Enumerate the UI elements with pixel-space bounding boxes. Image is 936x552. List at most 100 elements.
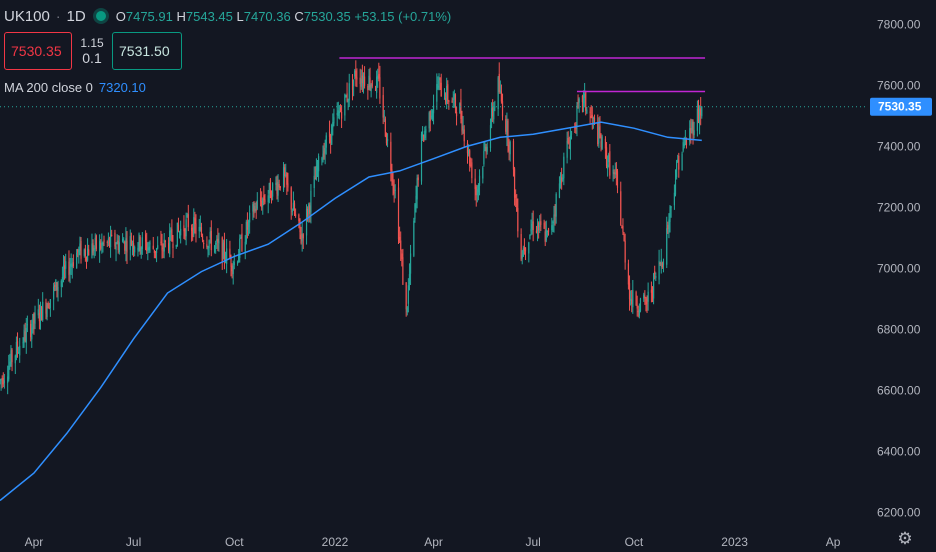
candle-body (661, 263, 663, 268)
candle-body (236, 261, 239, 264)
candle-body (586, 109, 588, 114)
high-label: H (176, 8, 186, 24)
candle-body (401, 253, 403, 260)
candle-body (454, 94, 457, 109)
candle-body (371, 81, 373, 87)
candle-body (146, 241, 148, 252)
candle-body (198, 226, 200, 232)
candle-body (437, 85, 439, 88)
candle-body (86, 248, 89, 261)
candle-body (607, 164, 609, 170)
candle-body (286, 172, 288, 185)
candle-body (624, 240, 626, 263)
candle-body (620, 191, 622, 226)
candle-body (559, 175, 562, 184)
candle-body (400, 240, 402, 251)
candle-body (500, 91, 503, 102)
candle-body (651, 290, 654, 296)
candle-body (126, 240, 128, 253)
candle-body (337, 110, 339, 117)
candle-body (209, 231, 211, 238)
gear-icon[interactable]: ⚙ (897, 529, 913, 548)
candle-body (186, 215, 188, 217)
candle-body (592, 118, 594, 120)
candle-body (84, 249, 86, 256)
candle-body (201, 236, 204, 241)
candle-body (216, 239, 218, 242)
candle-body (348, 83, 350, 101)
candle-body (269, 179, 272, 198)
ma-legend[interactable]: MA 200 close 0 7320.10 (4, 80, 146, 95)
candle-body (194, 218, 196, 225)
last-price-tag (870, 97, 932, 116)
candle-body (339, 108, 342, 112)
candle-body (42, 301, 44, 321)
candle-body (684, 139, 686, 145)
candle-body (322, 153, 324, 163)
candle-body (298, 214, 300, 222)
sell-button[interactable]: 7530.35 (4, 32, 72, 70)
candle-body (574, 127, 576, 129)
candle-body (244, 241, 246, 252)
candle-body (613, 172, 615, 175)
interval-label[interactable]: 1D (66, 7, 86, 25)
candle-body (507, 120, 509, 146)
ma-200-layer (0, 121, 702, 502)
candle-body (551, 225, 553, 231)
candle-body (300, 234, 302, 244)
candle-body (498, 73, 500, 93)
candle-body (539, 221, 541, 228)
candle-body (417, 177, 419, 181)
candle-body (616, 171, 619, 188)
candle-body (55, 279, 57, 291)
candle-body (378, 73, 380, 79)
candle-body (287, 183, 289, 188)
y-tick-label: 7400.00 (877, 139, 921, 153)
symbol-name[interactable]: UK100 (4, 7, 50, 25)
candle-body (328, 131, 331, 137)
candle-body (515, 195, 517, 198)
candle-body (175, 244, 177, 247)
candle-body (547, 228, 550, 233)
ma-value: 7320.10 (98, 80, 146, 95)
candle-body (199, 226, 201, 231)
candle-body (432, 105, 435, 114)
candle-body (356, 77, 358, 80)
candle-body (63, 265, 66, 270)
candle-body (543, 222, 545, 229)
candle-body (0, 379, 2, 381)
candle-body (509, 141, 511, 155)
candle-body (93, 247, 95, 251)
candle-body (69, 266, 71, 275)
live-status-dot (95, 11, 106, 21)
candle-body (621, 226, 623, 229)
candle-body (615, 169, 617, 175)
candle-body (609, 151, 611, 176)
candle-body (310, 190, 312, 213)
y-tick-label: 6800.00 (877, 323, 921, 337)
candle-body (70, 263, 72, 267)
candle-body (696, 108, 698, 131)
candle-body (224, 260, 227, 262)
candle-body (92, 243, 94, 253)
candle-body (221, 237, 223, 263)
candle-body (137, 247, 139, 251)
candle-body (430, 115, 432, 118)
candle-body (368, 75, 370, 90)
candle-body (363, 76, 366, 86)
candle-body (115, 246, 117, 250)
candle-body (37, 309, 39, 316)
candle-body (489, 125, 492, 148)
candle-body (172, 243, 174, 248)
candle-body (117, 240, 119, 251)
candle-body (78, 249, 80, 256)
candle-body (528, 242, 530, 254)
candle-body (486, 146, 488, 152)
buy-button[interactable]: 7531.50 (112, 32, 182, 70)
candle-body (217, 238, 219, 243)
candle-body (290, 187, 292, 210)
candlestick-series (0, 60, 703, 395)
candle-body (604, 138, 607, 149)
candle-body (254, 206, 256, 211)
